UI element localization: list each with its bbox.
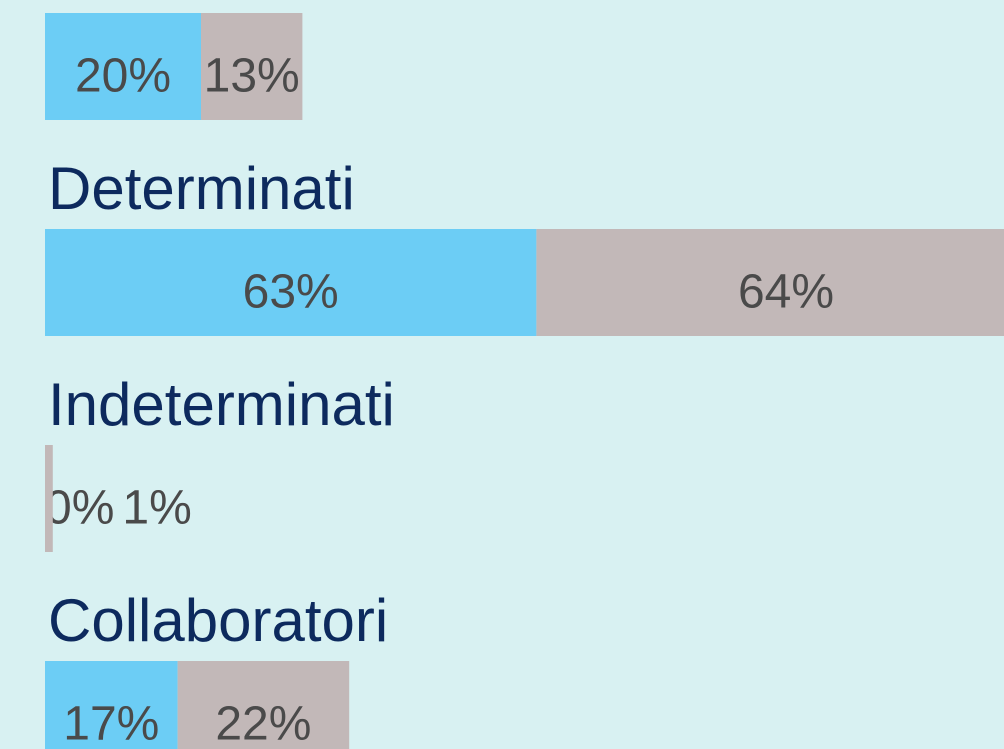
category-label: Indeterminati [48, 371, 395, 438]
value-label: 64% [738, 266, 834, 319]
value-label: 20% [75, 50, 171, 103]
value-label: 0% [45, 482, 114, 535]
value-label: 13% [204, 50, 300, 103]
bar-segment [201, 13, 303, 120]
value-label: 22% [215, 698, 311, 749]
bar-segment [45, 229, 537, 336]
value-label: 1% [122, 482, 191, 535]
value-label: 17% [63, 698, 159, 749]
bar-segment [45, 661, 178, 749]
bar-segment [536, 229, 1004, 336]
bar-segment [45, 13, 201, 120]
bar-segment [45, 445, 53, 552]
category-label: Collaboratori [48, 587, 388, 654]
category-label: Determinati [48, 155, 355, 222]
bar-segment [177, 661, 350, 749]
value-label: 63% [243, 266, 339, 319]
